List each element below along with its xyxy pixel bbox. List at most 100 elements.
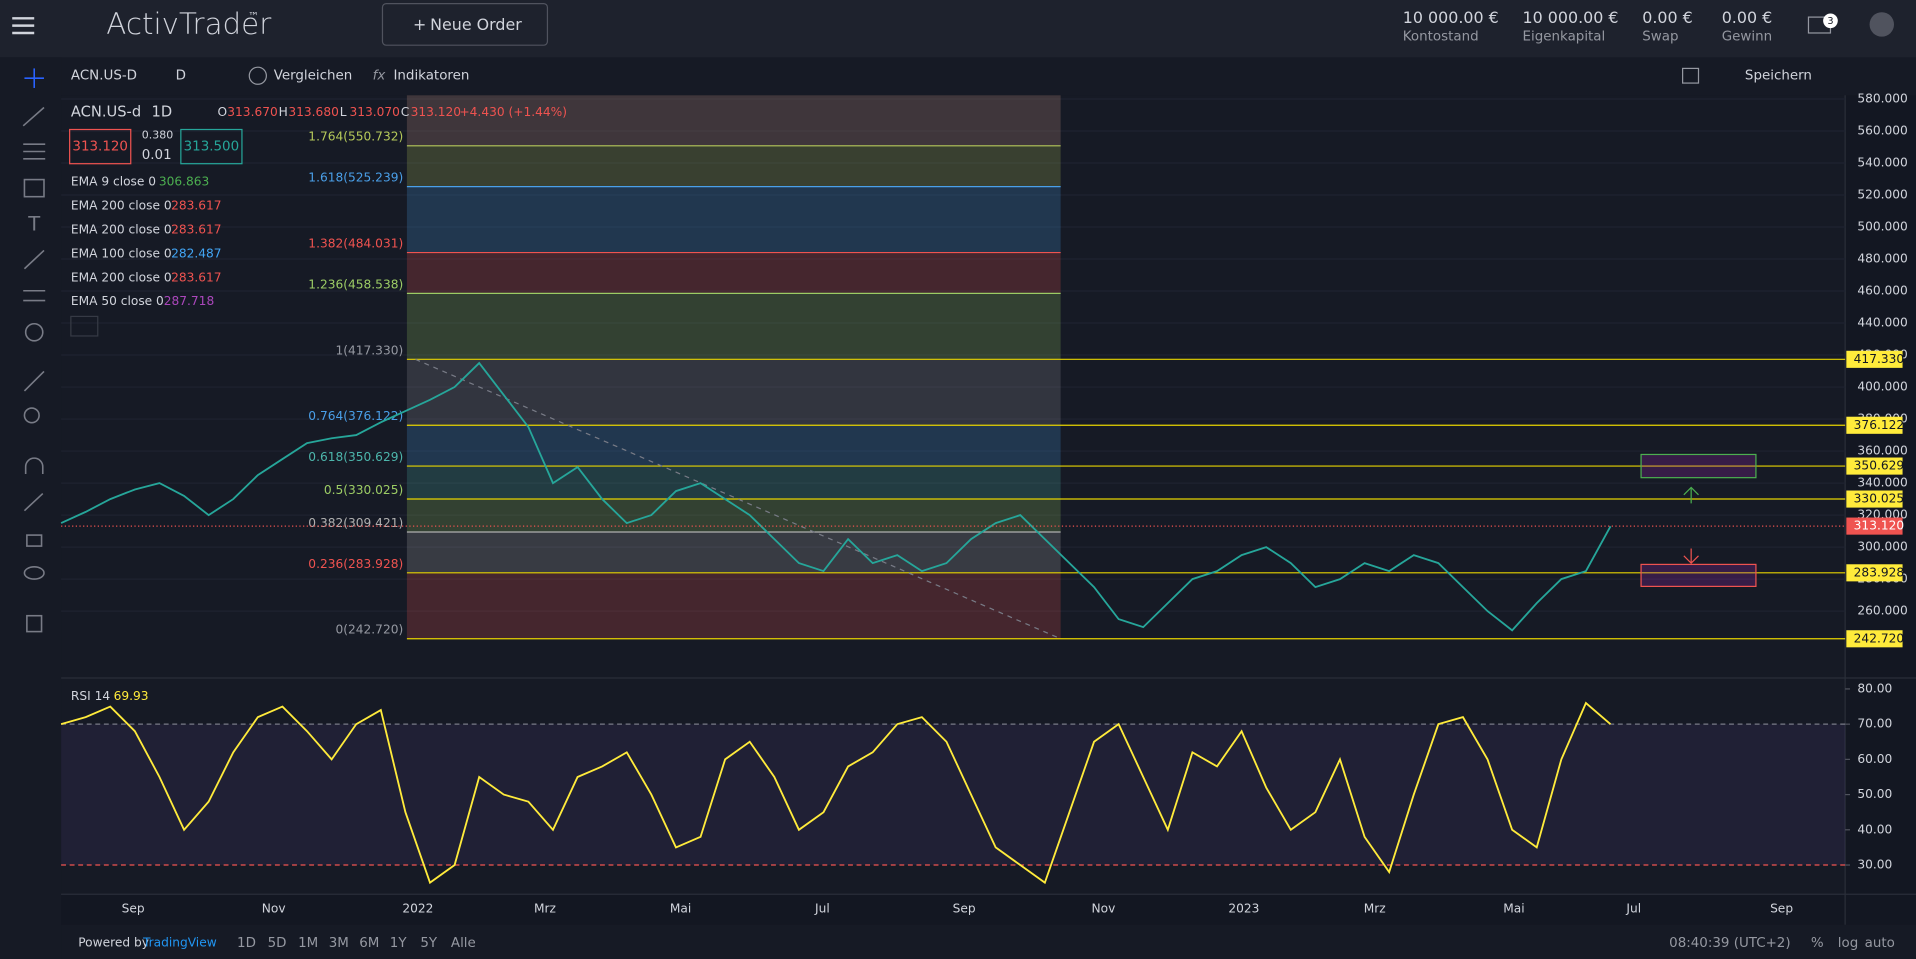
indicator-name: EMA 200 close 0 bbox=[71, 222, 172, 236]
notification-count: 3 bbox=[1827, 16, 1833, 27]
scale-option[interactable]: % bbox=[1811, 936, 1824, 951]
x-tick-label: Sep bbox=[1770, 901, 1793, 915]
scale-option[interactable]: log bbox=[1838, 936, 1858, 951]
top-bar bbox=[0, 0, 1916, 57]
interval[interactable]: D bbox=[176, 69, 186, 84]
range-button[interactable]: 1D bbox=[237, 936, 256, 951]
indicator-name: EMA 100 close 0 bbox=[71, 246, 172, 260]
y-tick-label: 70.00 bbox=[1857, 717, 1892, 731]
y-tick-label: 440.000 bbox=[1857, 316, 1907, 330]
ohlc-value: 313.670 bbox=[227, 105, 277, 119]
x-tick-label: Sep bbox=[122, 901, 145, 915]
fib-label: 0(242.720) bbox=[335, 623, 403, 637]
x-tick-label: Mai bbox=[1503, 901, 1524, 915]
compare[interactable]: Vergleichen bbox=[274, 69, 353, 84]
ohlc-value: 313.680 bbox=[288, 105, 338, 119]
new-order-label[interactable]: Neue Order bbox=[430, 15, 522, 34]
price-tag-label: 376.122 bbox=[1854, 418, 1904, 432]
ohlc-value: 313.070 bbox=[349, 105, 399, 119]
y-tick-label: 560.000 bbox=[1857, 123, 1907, 137]
y-tick-label: 500.000 bbox=[1857, 220, 1907, 234]
indicator-value: 306.863 bbox=[159, 175, 209, 189]
fib-label: 1.236(458.538) bbox=[308, 277, 403, 291]
indicator-name: EMA 200 close 0 bbox=[71, 198, 172, 212]
fib-zone bbox=[407, 532, 1061, 573]
fib-label: 0.764(376.122) bbox=[308, 409, 403, 423]
spread: 0.380 bbox=[142, 129, 173, 142]
account-label: Swap bbox=[1642, 30, 1678, 45]
price-tag-label: 350.629 bbox=[1854, 459, 1904, 473]
fib-zone bbox=[407, 359, 1061, 425]
fib-label: 1.764(550.732) bbox=[308, 130, 403, 144]
fib-zone bbox=[407, 187, 1061, 253]
y-tick-label: 400.000 bbox=[1857, 380, 1907, 394]
price-tag-label: 242.720 bbox=[1854, 631, 1904, 645]
fib-label: 0.236(283.928) bbox=[308, 557, 403, 571]
powered-by: Powered by bbox=[78, 936, 149, 950]
y-tick-label: 40.00 bbox=[1857, 822, 1892, 836]
range-button[interactable]: 1M bbox=[298, 936, 318, 951]
y-tick-label: 300.000 bbox=[1857, 540, 1907, 554]
x-tick-label: Jul bbox=[814, 901, 830, 915]
ohlc-key: O bbox=[218, 105, 228, 119]
range-button[interactable]: 5Y bbox=[420, 936, 438, 951]
range-button[interactable]: 3M bbox=[329, 936, 349, 951]
ohlc-key: H bbox=[279, 105, 288, 119]
ohlc-value: 313.120 bbox=[411, 105, 461, 119]
account-label: Eigenkapital bbox=[1523, 30, 1606, 45]
fib-zone bbox=[407, 425, 1061, 466]
save[interactable]: Speichern bbox=[1745, 69, 1812, 84]
rsi-last: 69.93 bbox=[114, 689, 149, 703]
y-tick-label: 60.00 bbox=[1857, 752, 1892, 766]
ask: 313.500 bbox=[184, 140, 240, 155]
y-tick-label: 540.000 bbox=[1857, 155, 1907, 169]
fib-zone bbox=[407, 293, 1061, 359]
fib-zone bbox=[407, 95, 1061, 146]
price-tag-label: 417.330 bbox=[1854, 352, 1904, 366]
x-tick-label: Mai bbox=[670, 901, 691, 915]
range-button[interactable]: Alle bbox=[451, 936, 476, 951]
range-button[interactable]: 1Y bbox=[390, 936, 408, 951]
stop-box bbox=[1641, 564, 1756, 586]
x-tick-label: Jul bbox=[1625, 901, 1641, 915]
range-button[interactable]: 5D bbox=[268, 936, 287, 951]
fib-label: 1.382(484.031) bbox=[308, 237, 403, 251]
x-tick-label: 2023 bbox=[1228, 901, 1259, 915]
account-value: 10 000.00 € bbox=[1403, 8, 1499, 27]
y-tick-label: 480.000 bbox=[1857, 252, 1907, 266]
y-tick-label: 360.000 bbox=[1857, 444, 1907, 458]
symbol[interactable]: ACN.US-D bbox=[71, 69, 137, 84]
fib-zone bbox=[407, 573, 1061, 639]
x-tick-label: Mrz bbox=[1364, 901, 1386, 915]
indicators[interactable]: Indikatoren bbox=[393, 69, 469, 84]
svg-text:T: T bbox=[27, 212, 40, 235]
fib-label: 1(417.330) bbox=[335, 343, 403, 357]
ohlc-key: L bbox=[340, 105, 347, 119]
step: 0.01 bbox=[142, 148, 172, 163]
y-tick-label: 520.000 bbox=[1857, 187, 1907, 201]
indicator-value: 283.617 bbox=[171, 222, 221, 236]
range-button[interactable]: 6M bbox=[359, 936, 379, 951]
account-label: Gewinn bbox=[1722, 30, 1772, 45]
fib-label: 0.382(309.421) bbox=[308, 516, 403, 530]
fib-zone bbox=[407, 146, 1061, 187]
indicator-name: EMA 200 close 0 bbox=[71, 270, 172, 284]
x-tick-label: Mrz bbox=[534, 901, 556, 915]
tradingview-link[interactable]: TradingView bbox=[142, 936, 217, 950]
target-box bbox=[1641, 454, 1756, 477]
scale-option[interactable]: auto bbox=[1865, 936, 1895, 951]
y-tick-label: 580.000 bbox=[1857, 91, 1907, 105]
avatar[interactable] bbox=[1870, 12, 1894, 36]
x-tick-label: Nov bbox=[1091, 901, 1115, 915]
y-tick-label: 80.00 bbox=[1857, 681, 1892, 695]
account-value: 0.00 € bbox=[1642, 8, 1693, 27]
y-tick-label: 50.00 bbox=[1857, 787, 1892, 801]
x-tick-label: Nov bbox=[262, 901, 286, 915]
ohlc-key: C bbox=[401, 105, 410, 119]
indicator-value: 282.487 bbox=[171, 246, 221, 260]
fib-zone bbox=[407, 466, 1061, 499]
account-value: 0.00 € bbox=[1722, 8, 1773, 27]
bid: 313.120 bbox=[72, 140, 128, 155]
